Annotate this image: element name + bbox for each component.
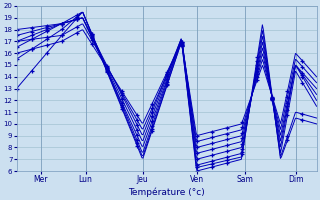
X-axis label: Température (°c): Température (°c): [128, 187, 205, 197]
